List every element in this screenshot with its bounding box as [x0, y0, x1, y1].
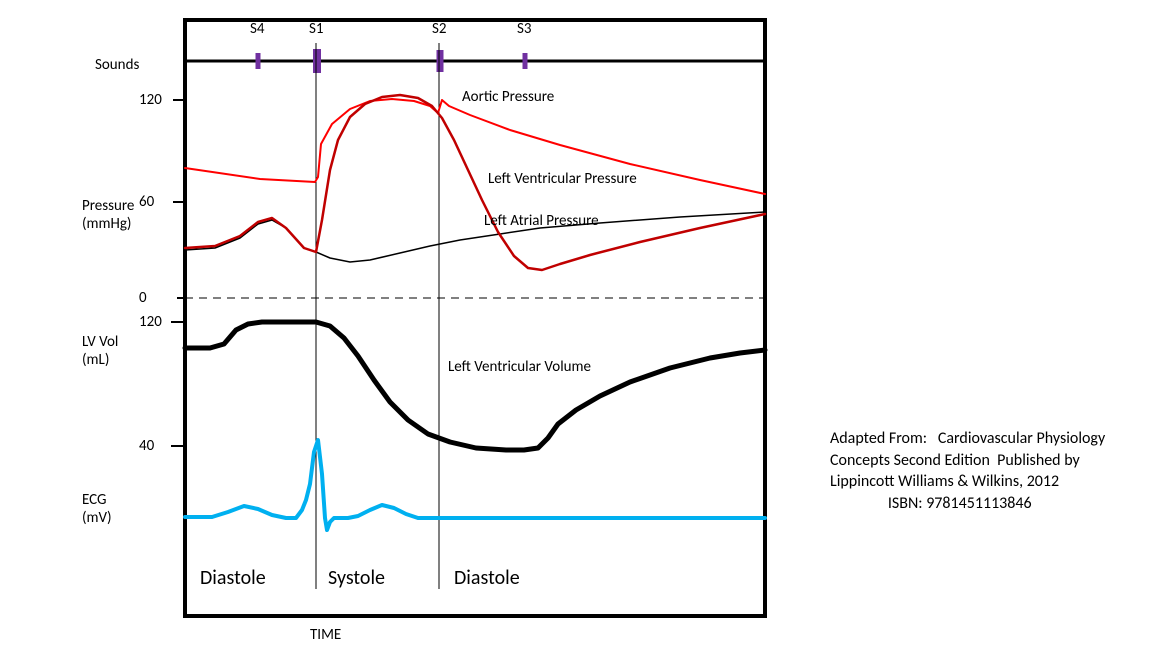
- phase-diastole-2: Diastole: [454, 566, 520, 590]
- sound-label-s4: S4: [250, 20, 265, 38]
- wiggers-diagram: Sounds Pressure(mmHg) LV Vol(mL) ECG(mV)…: [0, 0, 1152, 648]
- sound-label-s3: S3: [517, 20, 532, 38]
- aortic-pressure-line: [185, 99, 765, 194]
- chart-svg: [0, 0, 1152, 648]
- volume-tick-40: 40: [139, 437, 154, 455]
- sound-label-s2: S2: [432, 20, 447, 38]
- aortic-pressure-label: Aortic Pressure: [462, 88, 554, 106]
- sound-marker-s1: [313, 49, 321, 73]
- citation-text: Adapted From: Cardiovascular PhysiologyC…: [830, 428, 1130, 514]
- volume-tick-120: 120: [139, 313, 162, 331]
- left-ventricular-pressure-line: [185, 95, 765, 270]
- lv-volume-label: Left Ventricular Volume: [448, 358, 591, 376]
- phase-systole: Systole: [328, 566, 385, 590]
- pressure-tick-120: 120: [139, 91, 162, 109]
- time-axis-label: TIME: [310, 626, 341, 644]
- phase-diastole-1: Diastole: [200, 566, 266, 590]
- sound-marker-s3: [523, 53, 528, 69]
- sound-marker-s2: [437, 50, 444, 72]
- ecg-axis-label: ECG(mV): [82, 491, 112, 527]
- left-ventricular-volume-line: [185, 322, 765, 450]
- sounds-axis-label: Sounds: [95, 56, 139, 74]
- pressure-tick-0: 0: [139, 289, 147, 307]
- lvvol-axis-label: LV Vol(mL): [82, 333, 118, 369]
- sound-marker-s4: [256, 53, 261, 69]
- plot-border: [185, 20, 765, 616]
- pressure-axis-label: Pressure(mmHg): [82, 197, 134, 233]
- la-pressure-label: Left Atrial Pressure: [484, 212, 599, 230]
- lv-pressure-label: Left Ventricular Pressure: [488, 170, 637, 188]
- ecg-line: [185, 440, 765, 530]
- sound-label-s1: S1: [309, 20, 324, 38]
- pressure-tick-60: 60: [139, 193, 154, 211]
